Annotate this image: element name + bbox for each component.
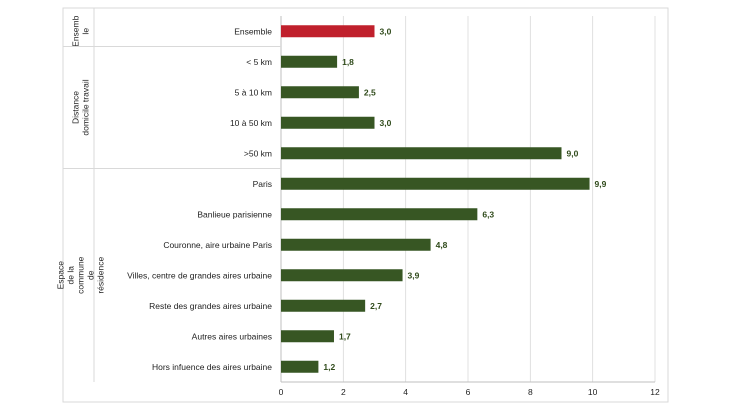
- category-label: Reste des grandes aires urbaine: [149, 301, 272, 311]
- value-label: 9,0: [567, 148, 579, 158]
- bar: [281, 330, 334, 343]
- value-label: 1,2: [323, 362, 335, 372]
- group-label-line: résidence: [96, 257, 106, 294]
- category-label: Autres aires urbaines: [192, 331, 272, 341]
- category-label: Paris: [253, 179, 272, 189]
- group-label-line: Distance: [71, 91, 81, 124]
- value-label: 3,0: [380, 118, 392, 128]
- value-label: 3,0: [380, 26, 392, 36]
- x-tick-label: 6: [466, 387, 471, 397]
- category-label: Banlieue parisienne: [197, 209, 272, 219]
- group-label-line: domicile travail: [81, 79, 91, 135]
- group-label-line: de la: [66, 266, 76, 285]
- bar: [281, 177, 590, 190]
- bar: [281, 147, 562, 160]
- category-label: Couronne, aire urbaine Paris: [163, 240, 272, 250]
- x-tick-label: 4: [403, 387, 408, 397]
- value-label: 1,8: [342, 57, 354, 67]
- group-label-line: commune: [76, 256, 86, 294]
- bar: [281, 55, 338, 68]
- category-label: >50 km: [244, 148, 272, 158]
- x-tick-label: 10: [588, 387, 598, 397]
- group-label-line: le: [81, 28, 91, 35]
- group-label: Ensemble: [71, 15, 91, 46]
- x-tick-label: 12: [650, 387, 660, 397]
- bar: [281, 238, 431, 251]
- bar: [281, 208, 478, 221]
- bar: [281, 360, 319, 373]
- category-label: 10 à 50 km: [230, 118, 272, 128]
- x-tick-label: 8: [528, 387, 533, 397]
- group-label: Distancedomicile travail: [71, 79, 91, 135]
- group-label: Espacede lacommunederésidence: [56, 256, 106, 294]
- value-label: 3,9: [408, 270, 420, 280]
- category-label: < 5 km: [246, 57, 272, 67]
- category-label: Ensemble: [234, 26, 272, 36]
- bar: [281, 299, 366, 312]
- bar: [281, 269, 403, 282]
- bar: [281, 25, 375, 38]
- category-label: Hors infuence des aires urbaine: [152, 362, 272, 372]
- group-label-line: Ensemb: [71, 15, 81, 46]
- category-label: Villes, centre de grandes aires urbaine: [127, 270, 272, 280]
- x-tick-label: 2: [341, 387, 346, 397]
- x-tick-label: 0: [279, 387, 284, 397]
- value-label: 2,7: [370, 301, 382, 311]
- bar: [281, 86, 359, 99]
- bar: [281, 116, 375, 129]
- group-label-line: Espace: [56, 261, 66, 290]
- value-label: 9,9: [595, 179, 607, 189]
- chart-frame: [62, 7, 669, 403]
- category-label: 5 à 10 km: [235, 87, 272, 97]
- value-label: 4,8: [436, 240, 448, 250]
- value-label: 6,3: [482, 209, 494, 219]
- value-label: 1,7: [339, 331, 351, 341]
- group-label-line: de: [86, 270, 96, 280]
- value-label: 2,5: [364, 87, 376, 97]
